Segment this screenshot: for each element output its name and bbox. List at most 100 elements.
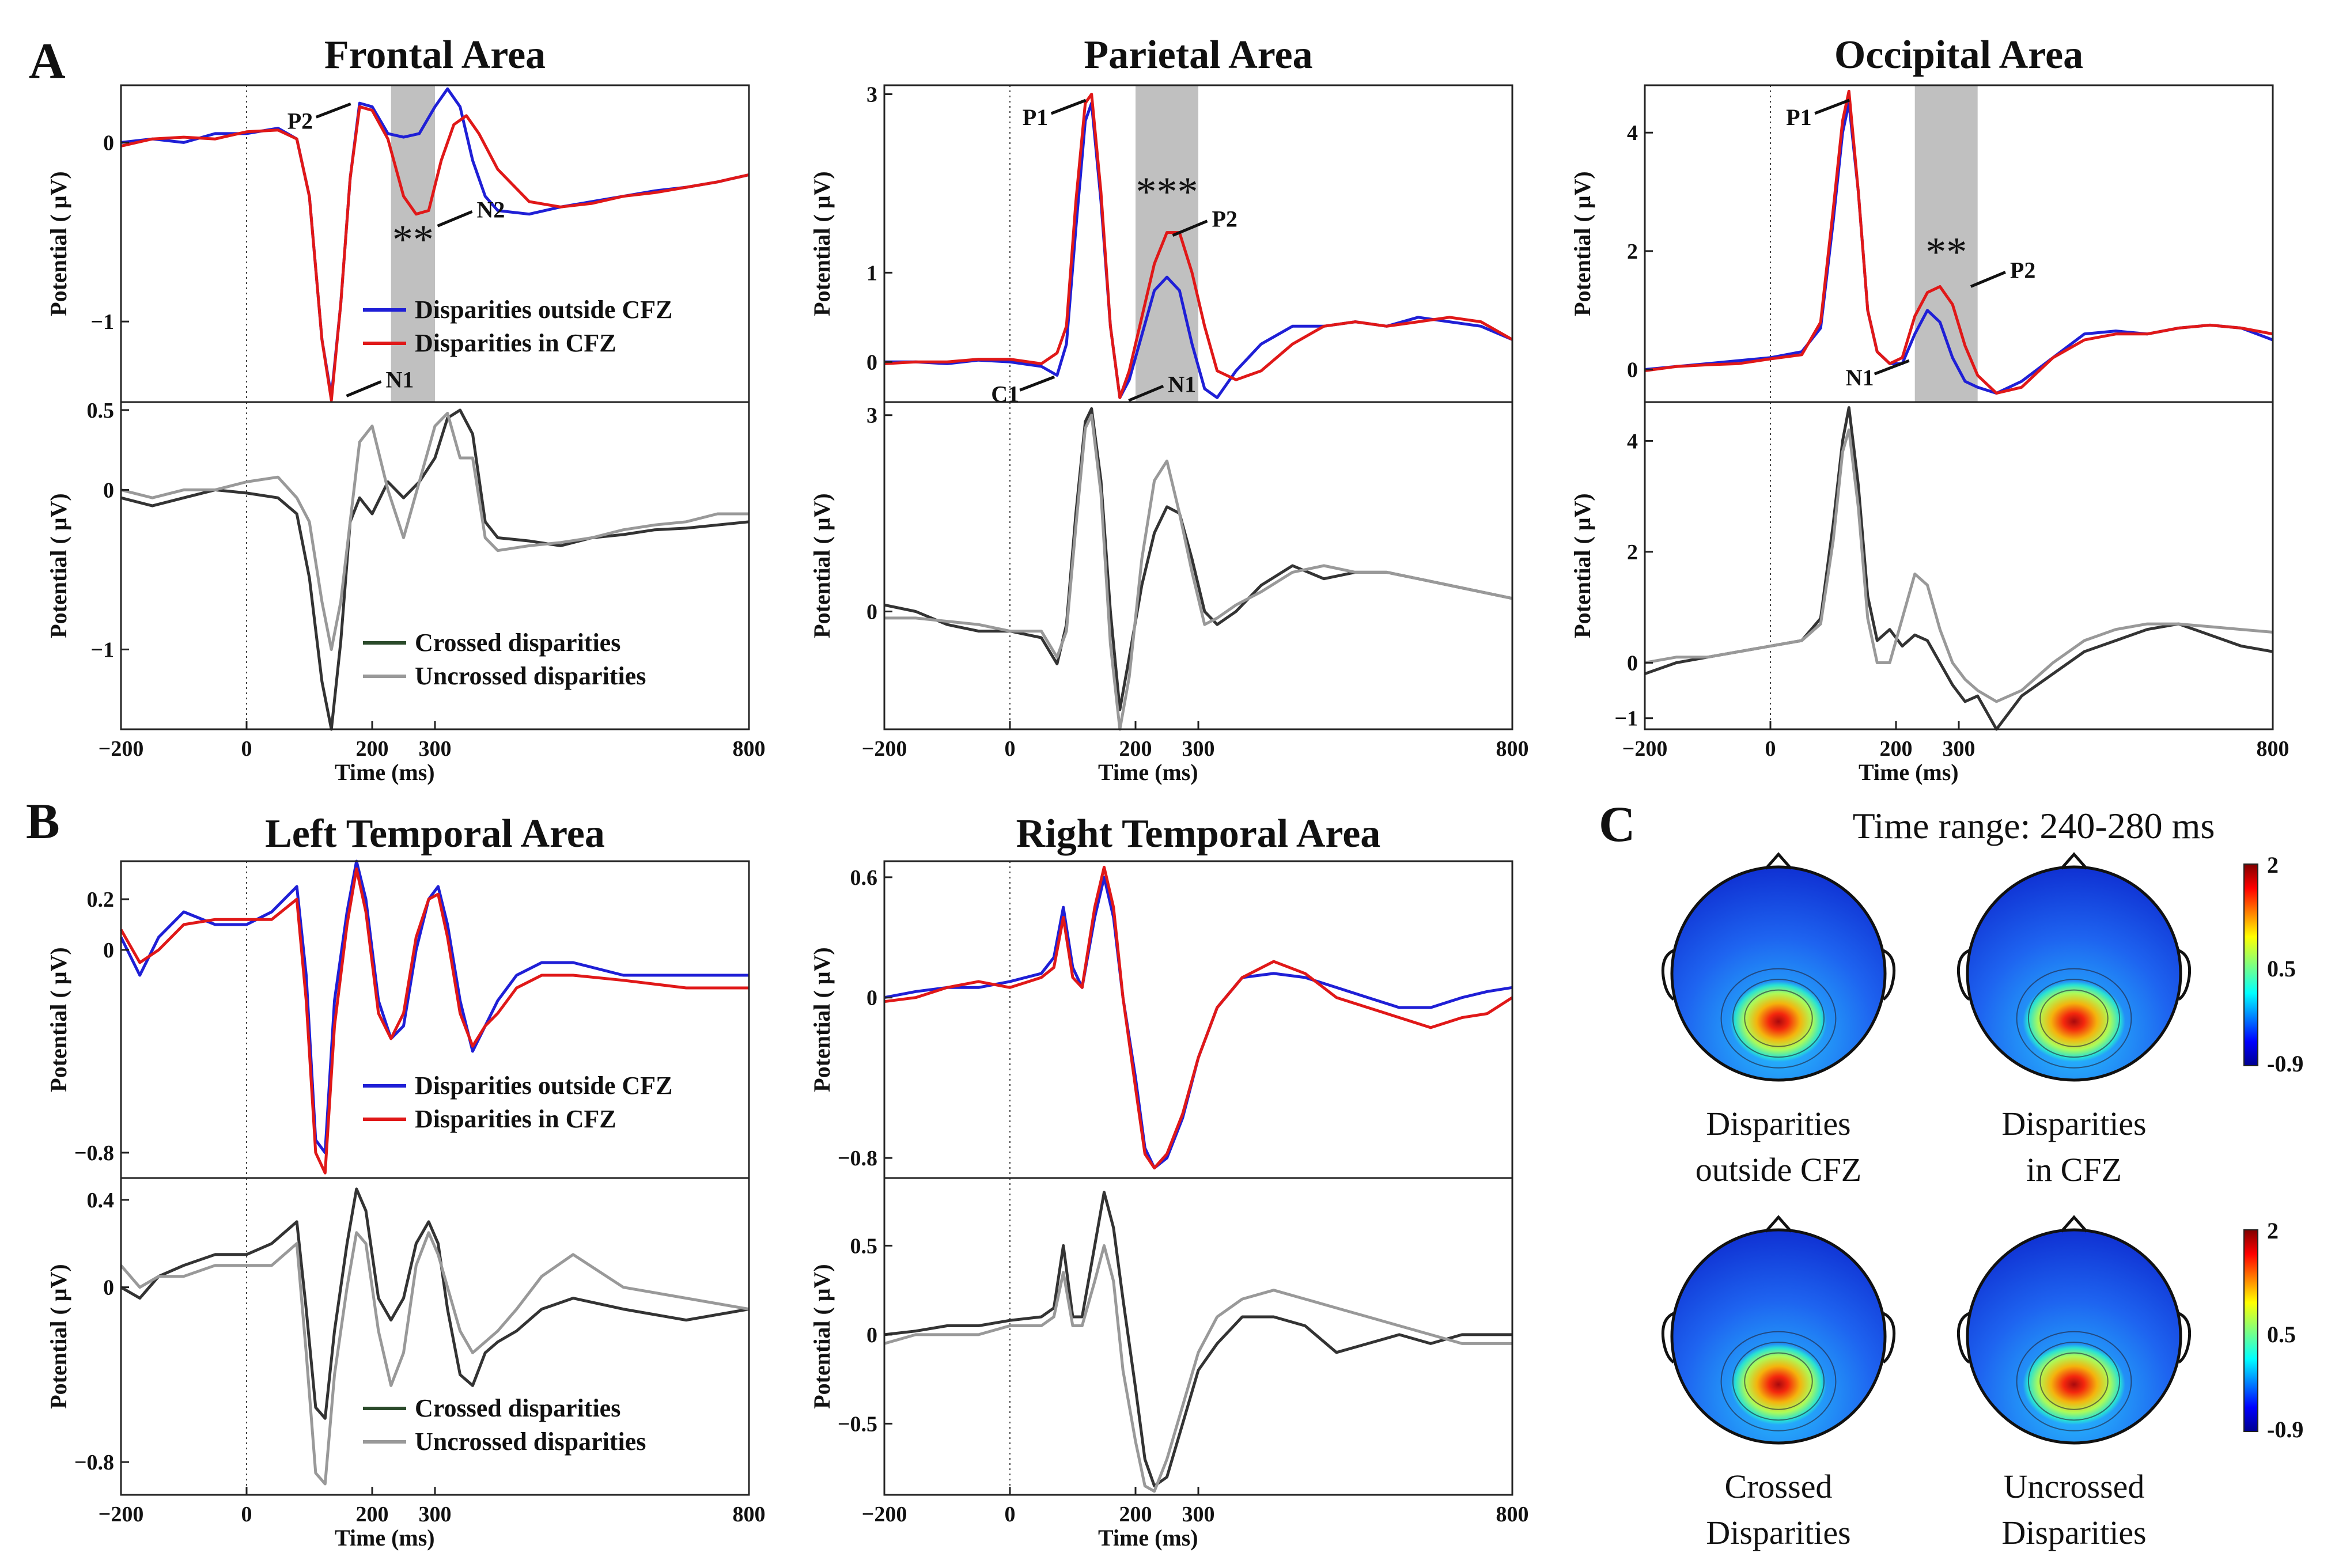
x-tick-label: 200 (1119, 1502, 1152, 1527)
component-label: N2 (477, 196, 505, 222)
contour-line (1732, 979, 1825, 1058)
bottom-plot: 0.5 0 −1 Potential ( μV) Crossed disparities… (46, 399, 766, 785)
contour-line (1744, 989, 1813, 1047)
x-axis-label: Time (ms) (1098, 1525, 1198, 1551)
colorbar-mid: 0.5 (2267, 1321, 2296, 1347)
x-tick-label: 800 (733, 1502, 766, 1527)
right-ear-icon (1882, 1312, 1896, 1364)
colorbar-bottom: 2 0.5 -0.9 (2243, 1218, 2303, 1442)
x-tick-label: 300 (1182, 1502, 1215, 1527)
x-tick-label: 200 (1119, 737, 1152, 761)
bottom-plot: 4 2 0 −1 Potential ( μV) −200 0 200 300 800 Time (… (1569, 401, 2289, 785)
head-outline (1670, 1228, 1887, 1445)
y-axis-label: Potential ( μV) (809, 493, 835, 638)
topomap-title: Time range: 240-280 ms (1853, 805, 2215, 846)
bottom-plot: 3 0 Potential ( μV) −200 0 200 300 800 Time (ms) (809, 401, 1529, 785)
x-axis-label: Time (ms) (335, 1525, 435, 1551)
legend-label: Uncrossed disparities (415, 662, 646, 690)
y-axis-label: Potential ( μV) (1569, 493, 1595, 638)
contour-line (1720, 968, 1837, 1069)
chart-title: Left Temporal Area (265, 812, 605, 856)
series-line-in-cfz (884, 93, 1513, 399)
head-outline (1670, 865, 1887, 1082)
topomap-caption-line1: Uncrossed (2004, 1468, 2145, 1505)
right-ear-icon (2178, 1312, 2192, 1364)
y-axis-label: Potential ( μV) (46, 171, 71, 316)
topomap-caption-line2: outside CFZ (1696, 1151, 1861, 1188)
series-line-in-cfz (884, 865, 1513, 1170)
topomap-panel: Time range: 240-280 ms Disparities outsi… (1661, 805, 2303, 1551)
erp-charts: Frontal Area 0 −1 Potential ( μV) Disparitie… (46, 33, 2289, 1551)
y-tick-label: −0.8 (74, 1141, 114, 1165)
y-axis-label: Potential ( μV) (46, 947, 71, 1092)
y-tick-label: 0.4 (87, 1188, 115, 1213)
y-axis-label: Potential ( μV) (809, 171, 835, 316)
annotation-leader (1050, 99, 1087, 115)
component-label: P1 (1023, 104, 1048, 130)
right-ear-icon (2178, 949, 2192, 1001)
chart-left-temporal: Left Temporal Area 0.2 0 −0.8 Potential ( μV… (46, 812, 766, 1551)
y-tick-label: 0 (866, 350, 877, 374)
scalp-map (1967, 1230, 2181, 1443)
annotation-leader (1970, 271, 2006, 288)
significance-stars: ** (1925, 229, 1967, 275)
contour-line (2016, 968, 2132, 1069)
topomap-caption-line1: Disparities (2001, 1105, 2146, 1142)
top-plot: 0.6 0 −0.8 Potential ( μV) (809, 860, 1513, 1179)
left-ear-icon (1661, 1312, 1675, 1364)
colorbar-max: 2 (2267, 1218, 2279, 1244)
left-ear-icon (1661, 949, 1675, 1001)
x-tick-label: 800 (1496, 737, 1529, 761)
legend-label: Disparities outside CFZ (415, 296, 672, 324)
activation-hotspot (1730, 1343, 1827, 1425)
top-plot: 4 2 0 Potential ( μV) P1 P2 N1 (1569, 84, 2274, 403)
x-tick-label: −200 (1622, 737, 1668, 761)
head-outline (1966, 865, 2182, 1082)
annotation-leader (1019, 375, 1055, 392)
series-line-uncrossed (884, 414, 1513, 731)
y-axis-label: Potential ( μV) (809, 947, 835, 1092)
series-line-crossed (120, 1187, 750, 1420)
y-tick-label: 0 (866, 986, 877, 1010)
panel-label-c: C (1599, 797, 1636, 853)
nose-icon (1765, 852, 1792, 870)
series-line-outside-cfz (119, 859, 749, 1154)
x-tick-label: 0 (1005, 737, 1016, 761)
top-plot: 0 −1 Potential ( μV) Disparities outside CF… (46, 84, 750, 403)
series-line-crossed (884, 1191, 1512, 1488)
right-ear-icon (1882, 949, 1896, 1001)
y-tick-label: −0.8 (838, 1146, 877, 1171)
head-outline (1966, 1228, 2182, 1445)
legend-label: Disparities outside CFZ (415, 1071, 672, 1100)
topomap-caption-line2: Disparities (2001, 1514, 2146, 1551)
plot-frame (883, 401, 1513, 730)
x-tick-label: −200 (862, 1502, 907, 1527)
x-tick-label: 200 (356, 1502, 389, 1527)
y-tick-label: 3 (866, 82, 877, 107)
legend-label: Crossed disparities (415, 1394, 620, 1422)
left-ear-icon (1956, 1312, 1970, 1364)
y-tick-label: 0 (103, 131, 114, 155)
y-tick-label: 0.6 (850, 866, 878, 890)
topomap-uncrossed: Uncrossed Disparities (1956, 1215, 2192, 1551)
y-tick-label: 4 (1627, 121, 1638, 145)
series-line-uncrossed (884, 1244, 1512, 1493)
x-axis-label: Time (ms) (1859, 759, 1959, 785)
series-line-outside-cfz (120, 87, 750, 399)
y-tick-label: 4 (1627, 429, 1638, 453)
series-line-outside-cfz (1644, 101, 2273, 395)
contour-line (1720, 1331, 1837, 1431)
y-tick-label: 0 (103, 478, 114, 502)
legend-label: Disparities in CFZ (415, 329, 616, 357)
activation-hotspot (1730, 980, 1827, 1062)
y-tick-label: 2 (1627, 540, 1638, 565)
annotation-leader (437, 210, 473, 228)
component-label: C1 (991, 381, 1019, 407)
series-line-in-cfz (1644, 89, 2273, 395)
contour-line (1732, 1342, 1825, 1421)
nose-icon (2060, 852, 2088, 870)
legend-label: Disparities in CFZ (415, 1105, 616, 1133)
annotation-leader (1874, 359, 1910, 376)
chart-title: Occipital Area (1834, 33, 2083, 77)
